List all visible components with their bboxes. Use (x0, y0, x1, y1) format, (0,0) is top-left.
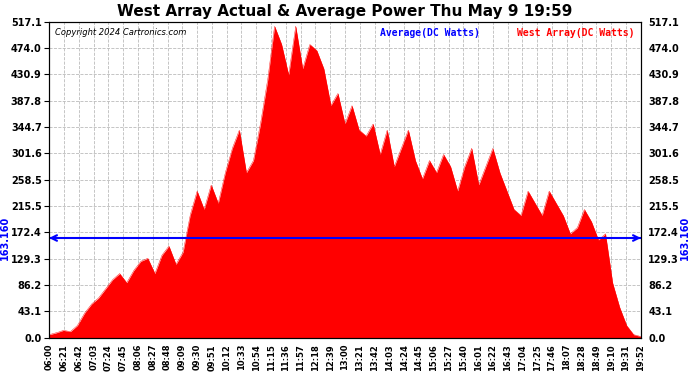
Text: 163.160: 163.160 (0, 216, 10, 260)
Text: Average(DC Watts): Average(DC Watts) (380, 28, 480, 38)
Text: West Array(DC Watts): West Array(DC Watts) (517, 28, 634, 38)
Title: West Array Actual & Average Power Thu May 9 19:59: West Array Actual & Average Power Thu Ma… (117, 4, 573, 19)
Text: Copyright 2024 Cartronics.com: Copyright 2024 Cartronics.com (55, 28, 186, 37)
Text: 163.160: 163.160 (680, 216, 690, 260)
